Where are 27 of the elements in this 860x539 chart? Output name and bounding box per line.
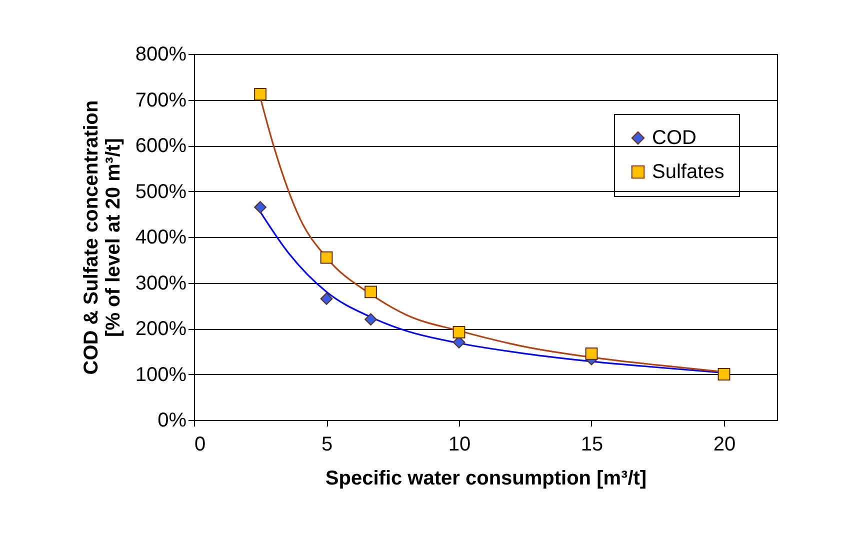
point: [364, 286, 377, 298]
point: [320, 292, 333, 305]
y-axis-title: COD & Sulfate concentration [% of level at 20 m³/t]: [80, 100, 124, 375]
point: [320, 251, 333, 264]
x-tick-label: 10: [448, 434, 471, 456]
y-tick-label: 600%: [135, 135, 187, 157]
point: [254, 201, 266, 214]
x-tick-label: 0: [194, 434, 206, 456]
y-tick-label: 100%: [135, 364, 187, 386]
y-tick-label: 800%: [135, 44, 187, 66]
point: [364, 313, 377, 326]
x-axis-title: Specific water consumption [m³/t]: [325, 468, 647, 490]
y-tick-label: 700%: [135, 89, 187, 112]
y-tick-label: 0%: [158, 410, 187, 432]
x-tick-label: 5: [321, 434, 333, 456]
y-tick-label: 200%: [135, 318, 187, 340]
x-tick-label: 15: [580, 434, 604, 456]
y-tick-label: 400%: [135, 226, 187, 248]
y-tick-label: 300%: [135, 272, 187, 294]
point: [585, 347, 598, 360]
legend-label: COD: [652, 127, 696, 149]
point: [254, 88, 266, 100]
legend-label: Sulfates: [652, 161, 724, 183]
point: [718, 368, 730, 380]
point: [452, 326, 466, 338]
y-tick-label: 500%: [135, 180, 187, 203]
x-tick-label: 20: [713, 434, 736, 456]
